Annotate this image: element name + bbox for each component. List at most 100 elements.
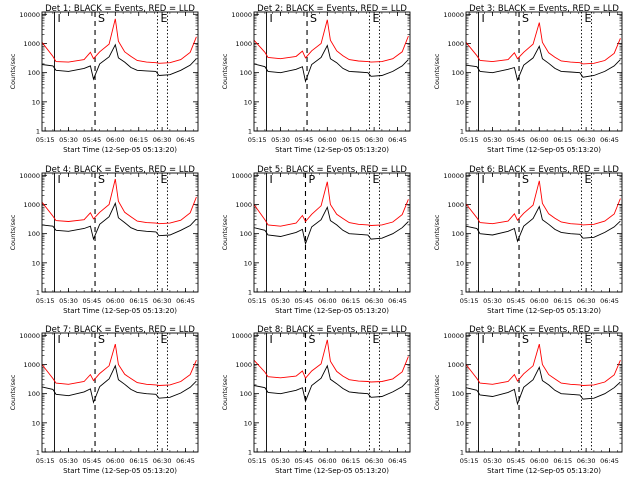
detector-plot-1: Det 1: BLACK = Events, RED = LLD Counts/s… (9, 4, 199, 154)
plot-frame (465, 11, 623, 132)
y-tick-label: 1000 (447, 201, 464, 209)
series-lld (465, 22, 621, 65)
marker-label-p: P (308, 173, 315, 186)
y-tick-label: 10000 (443, 332, 464, 340)
y-tick-label: 1000 (235, 201, 252, 209)
x-tick-label: 05:45 (507, 297, 526, 305)
x-tick-label: 06:30 (153, 457, 172, 465)
x-tick-label: 05:30 (59, 297, 78, 305)
x-tick-label: 05:30 (271, 136, 290, 144)
marker-label-i: I (57, 333, 60, 346)
detector-plot-9: Det 9: BLACK = Events, RED = LLD Counts/s… (433, 325, 623, 475)
y-tick-label: 1000 (23, 40, 40, 48)
series-lld (465, 180, 621, 226)
x-tick-label: 05:30 (59, 457, 78, 465)
plot-title: Det 7: BLACK = Events, RED = LLD (45, 325, 195, 335)
marker-label-e: E (584, 12, 591, 25)
x-tick-label: 05:45 (507, 457, 526, 465)
series-events (253, 364, 409, 403)
x-tick-label: 06:30 (365, 136, 384, 144)
y-tick-label: 1 (248, 289, 252, 297)
y-tick-label: 10 (456, 419, 464, 427)
x-tick-label: 05:30 (483, 457, 502, 465)
marker-label-e: E (372, 12, 379, 25)
x-axis-label: Start Time (12-Sep-05 05:13:20) (63, 146, 177, 154)
x-tick-label: 05:15 (248, 136, 267, 144)
series-events (465, 365, 621, 406)
x-tick-label: 05:15 (248, 457, 267, 465)
x-tick-label: 06:30 (365, 457, 384, 465)
x-tick-label: 06:30 (153, 136, 172, 144)
x-tick-label: 05:15 (460, 136, 479, 144)
y-tick-label: 1 (460, 289, 464, 297)
x-tick-label: 06:15 (553, 297, 572, 305)
y-tick-label: 1 (460, 128, 464, 136)
plot-frame (253, 11, 411, 132)
x-tick-label: 06:15 (341, 136, 360, 144)
y-tick-label: 1000 (235, 361, 252, 369)
series-lld (41, 343, 197, 386)
plot-title: Det 9: BLACK = Events, RED = LLD (469, 325, 619, 335)
marker-label-e: E (584, 173, 591, 186)
marker-label-i: I (57, 173, 60, 186)
marker-label-i: I (481, 333, 484, 346)
y-tick-label: 10 (244, 259, 252, 267)
series-events (253, 205, 409, 246)
x-tick-label: 06:15 (341, 297, 360, 305)
x-tick-label: 05:15 (248, 297, 267, 305)
y-axis-label: Counts/sec (433, 214, 441, 250)
x-tick-label: 06:00 (318, 136, 337, 144)
x-tick-label: 06:45 (388, 297, 407, 305)
y-tick-label: 1000 (23, 361, 40, 369)
x-tick-label: 05:15 (460, 457, 479, 465)
y-tick-label: 1 (36, 289, 40, 297)
x-tick-label: 05:30 (271, 457, 290, 465)
series-lld (465, 343, 621, 386)
x-tick-label: 06:30 (577, 136, 596, 144)
x-tick-label: 06:00 (318, 297, 337, 305)
x-tick-label: 06:00 (530, 297, 549, 305)
series-lld (253, 181, 409, 227)
marker-label-e: E (372, 173, 379, 186)
y-tick-label: 100 (452, 230, 464, 238)
x-tick-label: 06:30 (577, 457, 596, 465)
x-tick-label: 06:00 (530, 457, 549, 465)
marker-label-i: I (57, 12, 60, 25)
x-tick-label: 05:30 (483, 136, 502, 144)
y-tick-label: 100 (452, 390, 464, 398)
y-tick-label: 1 (36, 128, 40, 136)
y-axis-label: Counts/sec (433, 374, 441, 410)
x-tick-label: 05:45 (507, 136, 526, 144)
plot-title: Det 6: BLACK = Events, RED = LLD (469, 165, 619, 175)
series-events (41, 43, 197, 81)
x-tick-label: 06:45 (388, 457, 407, 465)
x-axis-label: Start Time (12-Sep-05 05:13:20) (275, 467, 389, 475)
series-events (41, 201, 197, 241)
y-tick-label: 10 (244, 98, 252, 106)
x-tick-label: 06:00 (318, 457, 337, 465)
x-tick-label: 06:00 (106, 457, 125, 465)
y-tick-label: 10000 (443, 172, 464, 180)
x-tick-label: 06:45 (176, 297, 195, 305)
y-tick-label: 1000 (447, 40, 464, 48)
x-tick-label: 06:45 (600, 457, 619, 465)
y-tick-label: 10000 (443, 11, 464, 19)
x-axis-label: Start Time (12-Sep-05 05:13:20) (63, 307, 177, 315)
x-tick-label: 06:15 (129, 297, 148, 305)
plot-title: Det 3: BLACK = Events, RED = LLD (469, 4, 619, 14)
x-tick-label: 06:00 (530, 136, 549, 144)
x-tick-label: 05:45 (295, 297, 314, 305)
y-tick-label: 100 (240, 230, 252, 238)
x-tick-label: 06:45 (600, 136, 619, 144)
plot-title: Det 5: BLACK = Events, RED = LLD (257, 165, 407, 175)
x-tick-label: 06:15 (553, 136, 572, 144)
x-tick-label: 05:45 (295, 457, 314, 465)
plot-frame (41, 11, 199, 132)
marker-label-i: I (481, 12, 484, 25)
marker-label-i: I (481, 173, 484, 186)
detector-plot-3: Det 3: BLACK = Events, RED = LLD Counts/s… (433, 4, 623, 154)
series-events (41, 364, 197, 404)
y-tick-label: 10 (32, 259, 40, 267)
x-axis-label: Start Time (12-Sep-05 05:13:20) (487, 467, 601, 475)
